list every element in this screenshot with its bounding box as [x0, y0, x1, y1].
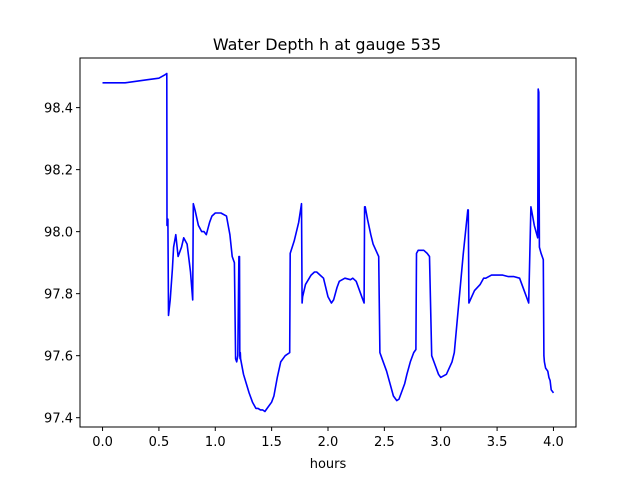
x-tick-label: 3.5 — [487, 435, 508, 450]
x-axis-label: hours — [310, 457, 347, 472]
y-tick-label: 98.4 — [44, 102, 73, 117]
chart-title: Water Depth h at gauge 535 — [213, 35, 441, 54]
y-tick-label: 98.0 — [44, 226, 73, 241]
y-axis: 97.4 97.6 97.8 98.0 98.2 98.4 — [44, 102, 80, 427]
x-tick-label: 4.0 — [543, 435, 564, 450]
x-tick-label: 3.0 — [430, 435, 451, 450]
x-tick-label: 0.0 — [92, 435, 113, 450]
x-axis: 0.0 0.5 1.0 1.5 2.0 2.5 3.0 3.5 4.0 — [92, 427, 564, 450]
x-tick-label: 2.0 — [318, 435, 339, 450]
y-tick-label: 98.2 — [44, 164, 73, 179]
y-tick-label: 97.8 — [44, 288, 73, 303]
y-tick-label: 97.4 — [44, 412, 73, 427]
y-tick-label: 97.6 — [44, 350, 73, 365]
series-layer — [102, 72, 555, 413]
plot-frame — [79, 57, 577, 428]
x-tick-label: 0.5 — [149, 435, 170, 450]
series-line — [102, 72, 555, 413]
x-tick-label: 1.5 — [261, 435, 282, 450]
x-tick-label: 2.5 — [374, 435, 395, 450]
x-tick-label: 1.0 — [205, 435, 226, 450]
